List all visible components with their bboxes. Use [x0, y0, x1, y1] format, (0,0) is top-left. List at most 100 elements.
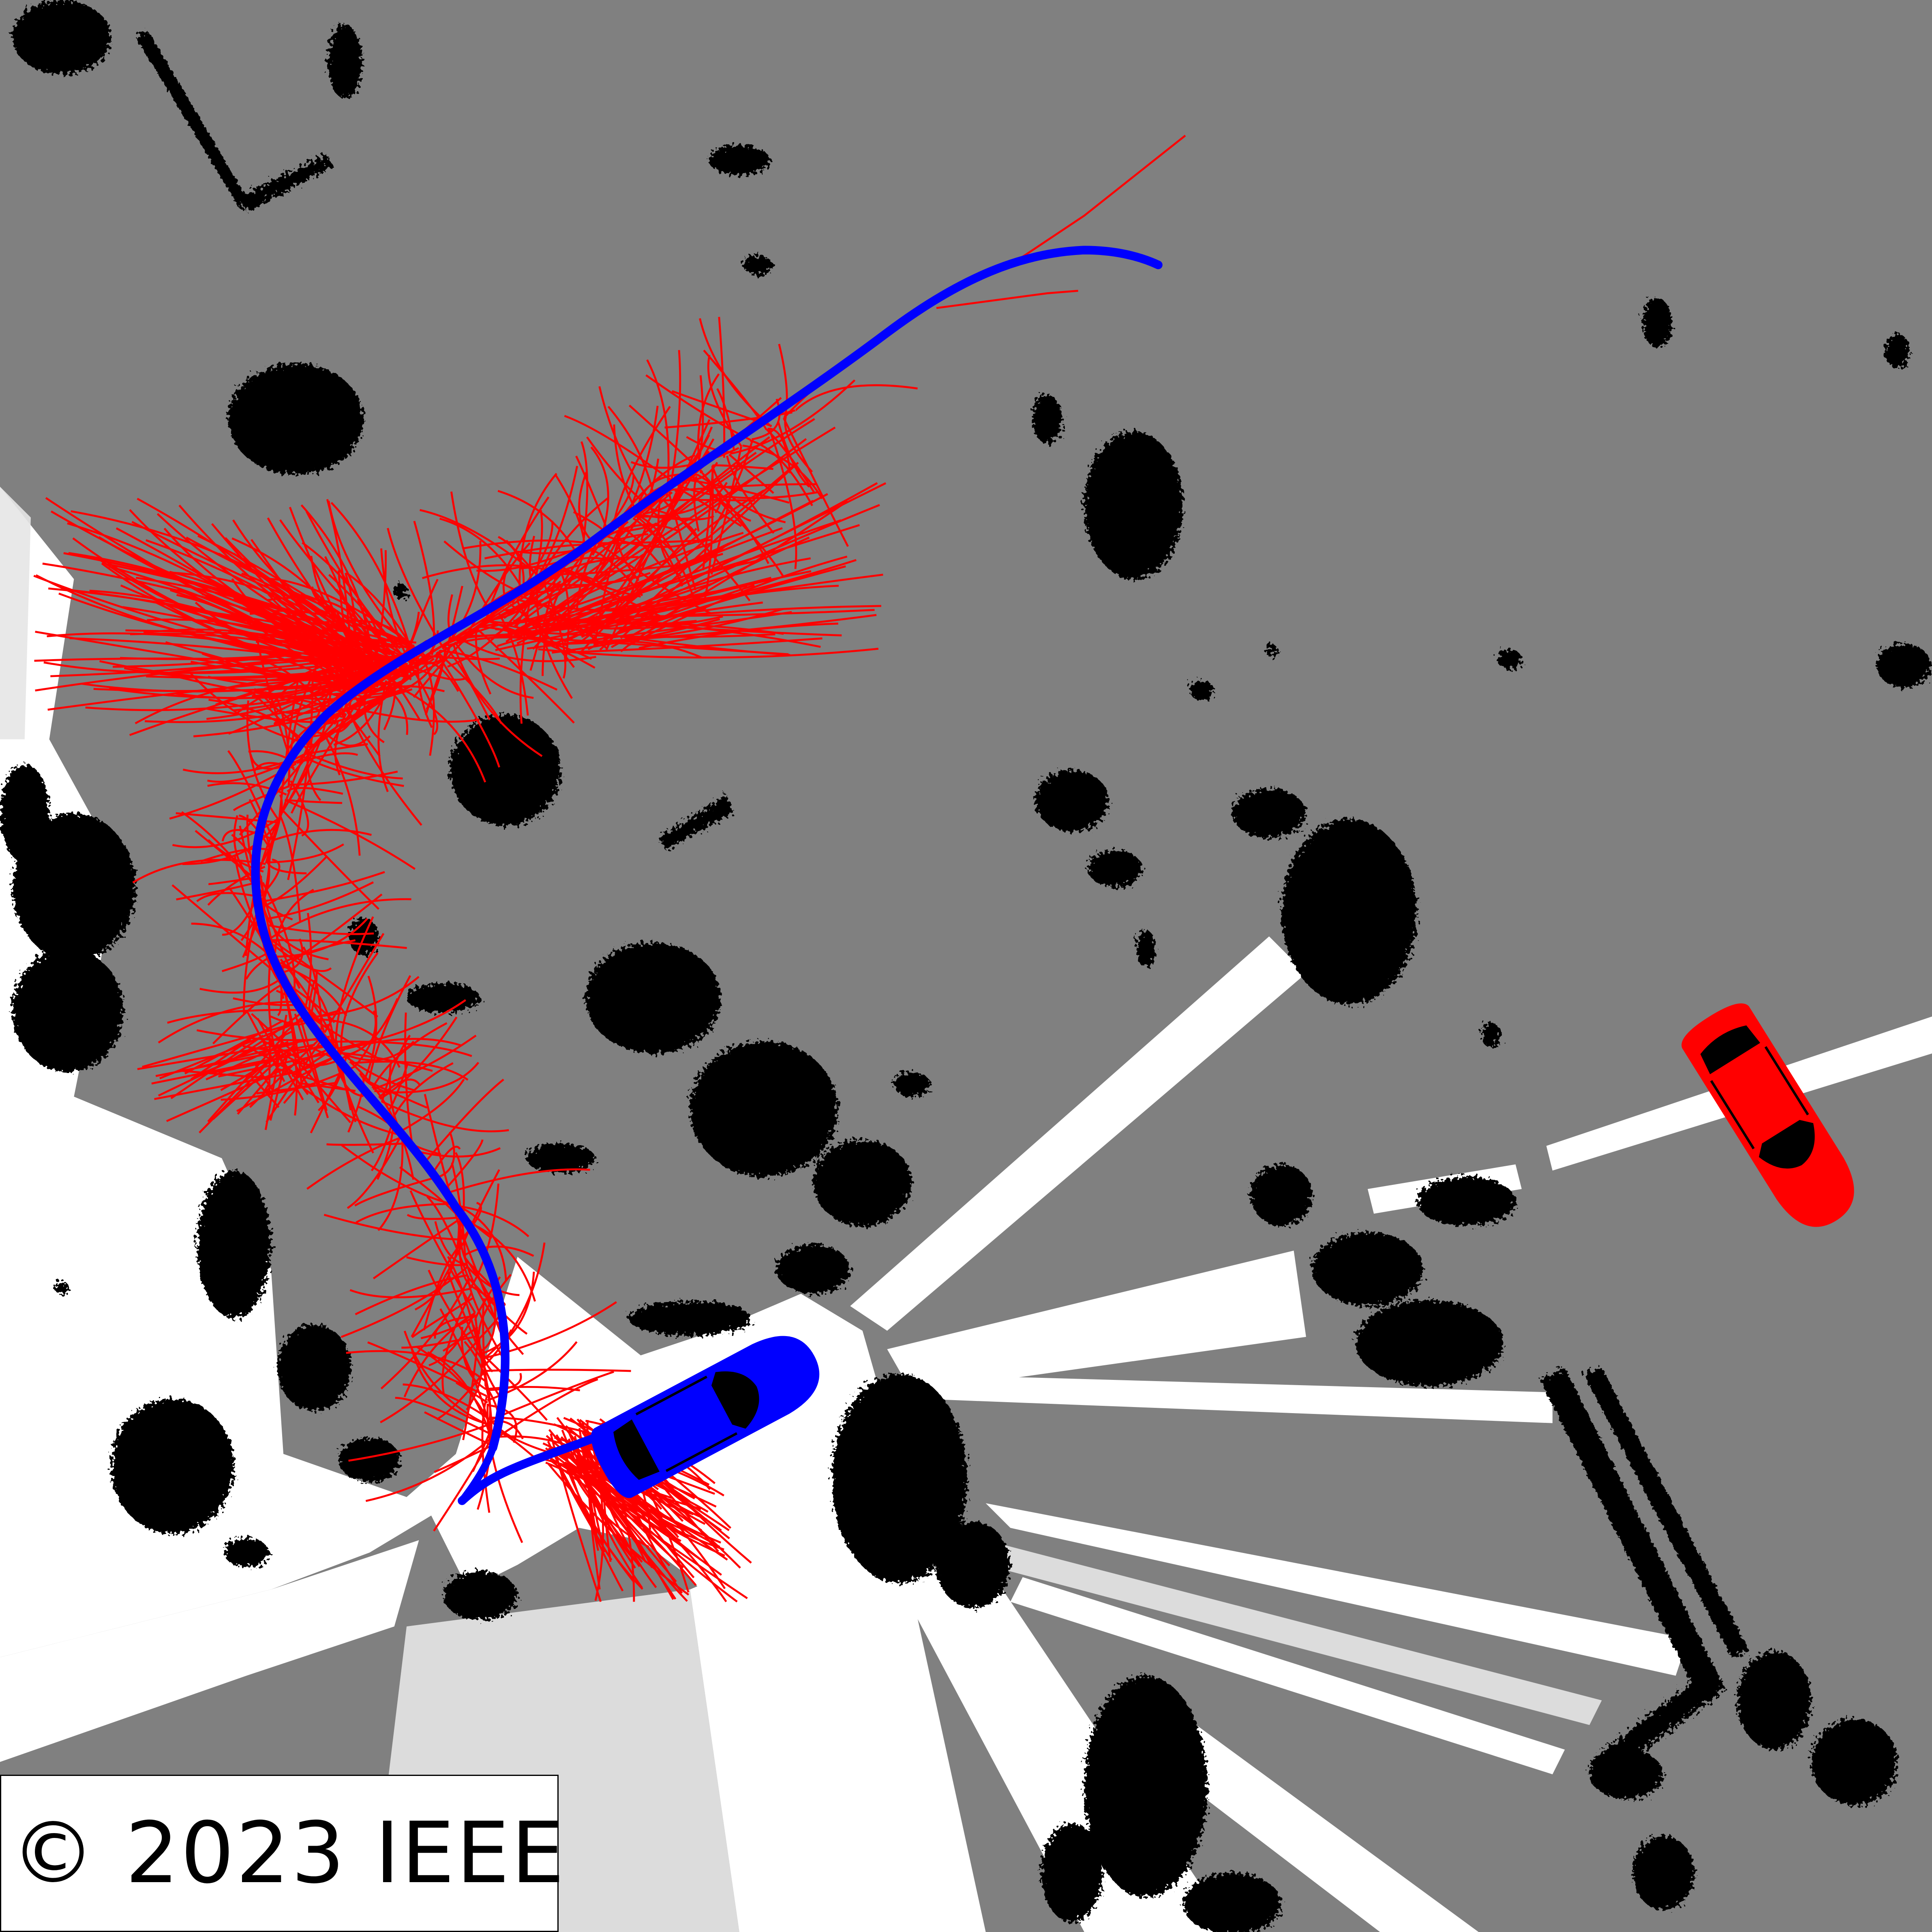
tree-branch: [191, 568, 391, 655]
tree-branch: [680, 486, 819, 499]
tree-branch: [613, 424, 640, 516]
tree-branch: [463, 539, 595, 550]
tree-branch: [306, 743, 368, 755]
other-vehicle: [1681, 1003, 1854, 1227]
tree-branch: [502, 588, 568, 611]
tree-branch: [674, 483, 818, 492]
tree-branch: [482, 1242, 546, 1368]
tree-branch: [333, 677, 393, 746]
tree-branch: [778, 344, 788, 418]
tree-branch: [279, 815, 301, 922]
tree-branch: [132, 859, 266, 884]
tree-branch: [424, 1411, 493, 1447]
tree-branch: [417, 661, 459, 692]
tree-branch: [167, 1009, 305, 1024]
tree-branch: [515, 493, 828, 635]
tree-branch: [575, 455, 610, 535]
tree-branch: [428, 1311, 476, 1367]
tree-branch: [726, 455, 775, 534]
tree-branch: [206, 581, 373, 671]
tree-branch: [630, 447, 739, 469]
tree-branch: [335, 916, 374, 1046]
tree-branch: [469, 1183, 499, 1289]
tree-branch: [442, 541, 482, 650]
tree-branch: [326, 1142, 411, 1146]
tree-branch: [401, 1335, 480, 1349]
tree-branch: [481, 1353, 548, 1421]
tree-branch: [341, 1266, 467, 1338]
tree-branch: [401, 1079, 465, 1131]
tree-branch: [545, 1454, 703, 1561]
tree-branch: [1010, 135, 1186, 266]
tree-branch: [620, 607, 707, 652]
tree-branch: [697, 373, 720, 473]
tree-branch: [336, 612, 396, 653]
tree-branch: [595, 524, 678, 544]
tree-branch: [474, 1314, 493, 1373]
tree-branch: [460, 638, 596, 662]
tree-branch: [380, 1278, 470, 1390]
tree-branch: [461, 1327, 487, 1390]
tree-branch: [184, 1020, 284, 1075]
tree-branch: [711, 465, 786, 523]
tree-branch: [491, 1378, 598, 1442]
tree-branch: [538, 647, 879, 659]
tree-branch: [294, 1013, 329, 1118]
tree-branch: [279, 893, 383, 971]
tree-branch: [482, 1298, 487, 1386]
tree-branch: [557, 1465, 613, 1561]
tree-branch: [718, 317, 726, 458]
tree-branch: [334, 713, 347, 775]
tree-branch: [197, 535, 408, 667]
tree-branch: [155, 1043, 315, 1077]
tree-branch: [146, 652, 412, 674]
tree-branch: [434, 1315, 476, 1339]
tree-branch: [544, 585, 748, 621]
tree-branch: [508, 531, 744, 635]
tree-branch: [768, 427, 797, 569]
tree-branch: [422, 564, 556, 579]
tree-branch: [356, 1203, 454, 1223]
tree-branch: [364, 975, 377, 1080]
tree-branch: [310, 971, 318, 1017]
tree-branch: [578, 471, 596, 545]
tree-branch: [283, 1070, 312, 1104]
tree-branch: [636, 482, 728, 518]
tree-branch: [441, 1292, 473, 1394]
tree-branch: [330, 502, 413, 655]
tree-branch: [564, 415, 681, 488]
tree-branch: [298, 1062, 351, 1123]
tree-branch: [176, 812, 278, 824]
copyright-text: © 2023 IEEE: [11, 1804, 566, 1902]
tree-branch: [348, 710, 422, 826]
tree-branch: [450, 491, 495, 617]
tree-branch: [277, 1068, 345, 1090]
tree-branch: [668, 350, 681, 495]
tree-branch: [600, 553, 723, 625]
tree-branch: [281, 809, 380, 910]
tree-branch: [182, 819, 280, 865]
tree-branch: [289, 780, 309, 837]
tree-branch: [443, 1139, 484, 1191]
tree-branch: [428, 1270, 484, 1360]
tree-branch: [339, 1038, 461, 1052]
tree-branch: [332, 1040, 472, 1057]
tree-branch: [671, 390, 772, 427]
tree-branch: [730, 379, 856, 455]
tree-branch: [287, 750, 310, 880]
tree-branch: [196, 892, 262, 902]
tree-branch: [416, 1147, 501, 1158]
tree-branch: [381, 1100, 509, 1133]
tree-branch: [212, 983, 284, 1045]
tree-branch: [380, 1338, 481, 1423]
tree-branch: [795, 384, 918, 411]
tree-branch: [579, 1442, 604, 1495]
tree-branch: [435, 652, 500, 768]
tree-branch: [306, 1135, 406, 1190]
tree-branch: [263, 1083, 270, 1092]
tree-branch: [599, 462, 799, 651]
tree-branch: [239, 611, 362, 689]
tree-branch: [578, 1456, 725, 1557]
tree-branch: [609, 434, 710, 619]
